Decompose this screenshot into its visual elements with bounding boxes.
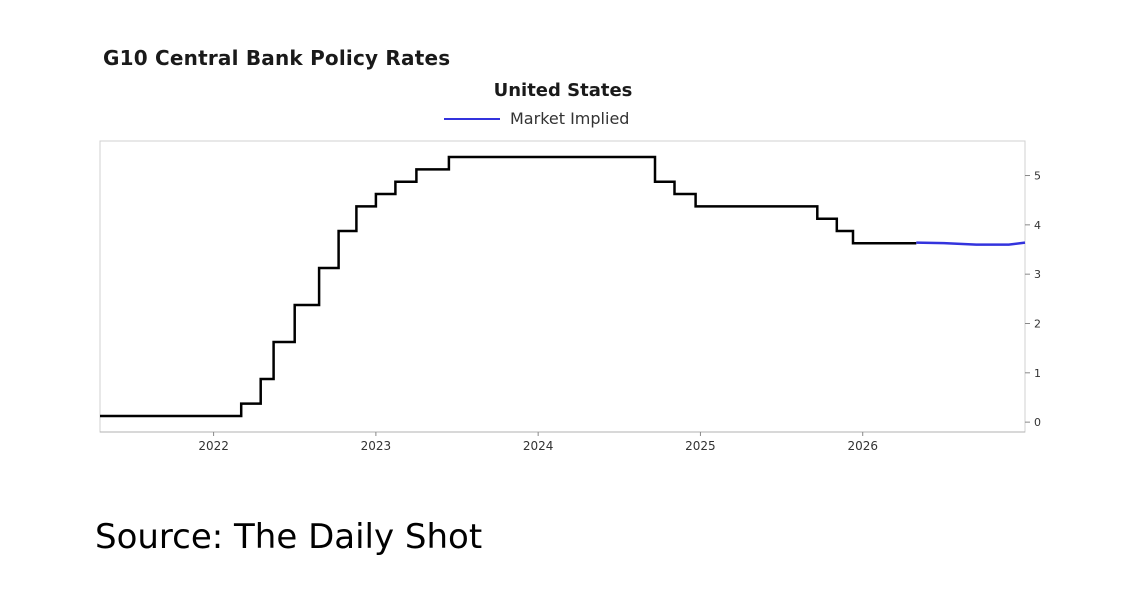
y-tick-label: 0: [1034, 416, 1041, 429]
chart-title: G10 Central Bank Policy Rates: [103, 46, 451, 70]
legend-swatch-market-implied: [444, 117, 500, 120]
legend-label-market-implied: Market Implied: [510, 109, 630, 128]
plot-frame: [99, 140, 1026, 433]
x-tick-label: 2022: [198, 439, 229, 453]
y-tick-label: 3: [1034, 268, 1041, 281]
x-tick-label: 2023: [361, 439, 392, 453]
y-tick-label: 4: [1034, 219, 1041, 232]
x-tick-label: 2024: [523, 439, 554, 453]
y-tick-label: 5: [1034, 170, 1041, 183]
series-line-policy-rate: [100, 155, 917, 418]
x-tick-label: 2025: [685, 439, 716, 453]
series-line-market-implied: [916, 241, 1026, 246]
chart-subtitle: United States: [493, 80, 633, 101]
source-note: Source: The Daily Shot: [95, 517, 483, 557]
y-tick-label: 2: [1034, 317, 1041, 330]
legend: Market Implied: [444, 109, 629, 128]
y-tick-label: 1: [1034, 367, 1041, 380]
x-tick-label: 2026: [847, 439, 878, 453]
